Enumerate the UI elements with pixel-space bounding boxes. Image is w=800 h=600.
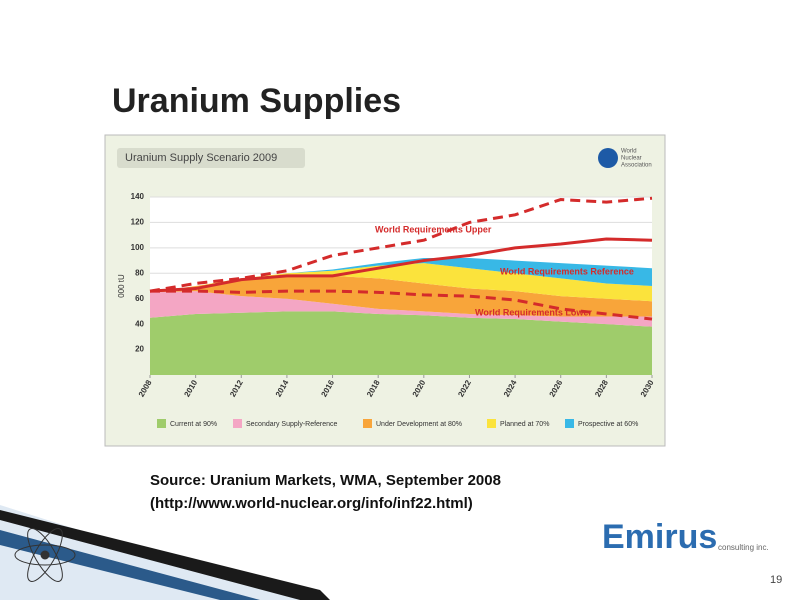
area [150,311,652,375]
publisher-logo [598,148,618,168]
publisher: Association [621,163,652,169]
source: Source: Uranium Markets, WMA, September … [150,472,501,489]
legend-label: Current at 90% [170,421,217,428]
y-tick-label: 80 [135,268,144,277]
slide-title: Uranium Supplies [112,82,401,120]
decor [0,510,330,600]
legend-swatch [565,419,574,428]
line-label: World Requirements Lower [475,307,592,317]
line [149,237,653,293]
chart-title-bar [117,148,305,168]
y-tick-label: 40 [135,319,144,328]
legend-swatch [157,419,166,428]
line [149,196,653,293]
area [150,291,652,327]
y-tick-label: 140 [131,192,145,201]
y-tick-label: 120 [131,218,145,227]
legend-label: Prospective at 60% [578,421,638,428]
area [150,275,652,317]
publisher: Nuclear [621,156,642,162]
logo-name: Emirus [602,518,717,556]
atom-icon [14,528,76,582]
y-tick-label: 20 [135,345,144,354]
area [150,263,652,302]
y-axis-label: 000 tU [117,274,126,298]
legend-label: Planned at 70% [500,421,549,428]
legend-swatch [233,419,242,428]
legend-label: Under Development at 80% [376,421,462,428]
logo-tagline: consulting inc. [718,543,769,552]
legend-swatch [487,419,496,428]
legend-label: Secondary Supply-Reference [246,421,338,428]
y-tick-label: 60 [135,294,144,303]
y-tick-label: 100 [131,243,145,252]
line-label: World Requirements Reference [500,266,634,276]
area [150,258,652,293]
source: (http://www.world-nuclear.org/info/inf22… [150,495,473,512]
legend-swatch [363,419,372,428]
publisher: World [621,149,637,155]
line-label: World Requirements Upper [375,224,492,234]
chart-title: Uranium Supply Scenario 2009 [125,152,277,164]
page-number: 19 [770,574,782,586]
line [150,289,653,321]
